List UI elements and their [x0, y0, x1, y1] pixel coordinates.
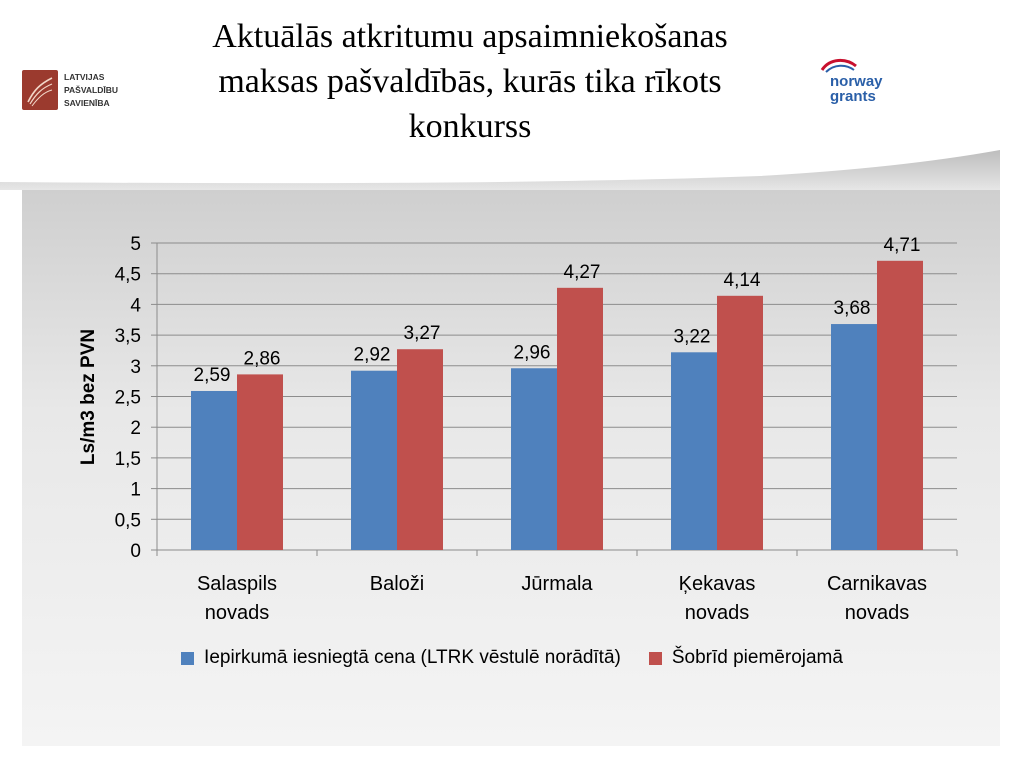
data-label: 2,86 — [244, 348, 281, 369]
norway-grants-line-1: norway — [830, 73, 883, 90]
y-tick-label: 0 — [130, 541, 141, 562]
chart-legend: Iepirkumā iesniegtā cena (LTRK vēstulē n… — [0, 640, 1024, 676]
x-tick-label: Carnikavas — [827, 573, 927, 595]
data-label: 4,71 — [884, 235, 921, 256]
x-tick-label: novads — [685, 602, 750, 624]
bar-series-1 — [831, 324, 877, 550]
lps-logo-line-1: LATVIJAS — [64, 72, 105, 82]
bar-series-1 — [191, 390, 237, 550]
bar-series-2 — [397, 349, 443, 550]
x-tick-label: Ķekavas — [679, 573, 756, 595]
y-tick-label: 4,5 — [115, 265, 141, 286]
title-line-3: konkurss — [408, 108, 532, 145]
data-label: 2,92 — [354, 345, 391, 366]
bar-series-1 — [511, 368, 557, 550]
data-label: 3,22 — [674, 326, 711, 347]
title-line-2: maksas pašvaldībās, kurās tika rīkots — [218, 63, 722, 100]
slide-header: LATVIJAS PAŠVALDĪBU SAVIENĪBA Aktuālās a… — [0, 0, 1024, 190]
norway-grants-line-2: grants — [830, 88, 876, 105]
y-tick-label: 4 — [130, 295, 141, 316]
y-tick-label: 3 — [130, 357, 141, 378]
latvijas-pasvaldibu-savieniba-logo: LATVIJAS PAŠVALDĪBU SAVIENĪBA — [22, 70, 132, 112]
data-label: 3,27 — [404, 323, 441, 344]
lps-logo-line-2: PAŠVALDĪBU — [64, 85, 118, 95]
y-tick-label: 1,5 — [115, 449, 141, 470]
y-tick-label: 3,5 — [115, 326, 141, 347]
x-tick-label: Baloži — [370, 573, 424, 595]
data-label: 4,14 — [724, 270, 761, 291]
x-tick-label: novads — [205, 602, 270, 624]
data-label: 2,59 — [194, 365, 231, 386]
y-axis-label: Ls/m3 bez PVN — [78, 329, 99, 465]
slide-title: Aktuālās atkritumu apsaimniekošanas maks… — [150, 14, 790, 149]
norway-grants-swoosh-icon — [820, 59, 857, 73]
lps-logo-line-3: SAVIENĪBA — [64, 98, 110, 108]
data-label: 3,68 — [834, 298, 871, 319]
legend-swatch-series-1 — [181, 651, 195, 665]
legend-label-series-1: Iepirkumā iesniegtā cena (LTRK vēstulē n… — [204, 647, 621, 668]
x-tick-label: novads — [845, 602, 910, 624]
bar-series-2 — [557, 287, 603, 550]
bar-series-2 — [237, 374, 283, 550]
bar-series-2 — [717, 295, 763, 550]
y-tick-label: 5 — [130, 234, 141, 255]
y-tick-label: 0,5 — [115, 510, 141, 531]
legend-item-series-1: Iepirkumā iesniegtā cena (LTRK vēstulē n… — [181, 647, 621, 669]
bar-series-2 — [877, 260, 923, 550]
x-tick-label: Salaspils — [197, 573, 277, 595]
legend-swatch-series-2 — [648, 651, 662, 665]
data-label: 2,96 — [514, 342, 551, 363]
legend-label-series-2: Šobrīd piemērojamā — [671, 647, 843, 668]
legend-item-series-2: Šobrīd piemērojamā — [648, 647, 843, 669]
data-label: 4,27 — [564, 262, 601, 283]
lps-emblem-icon — [22, 70, 58, 110]
y-tick-label: 2 — [130, 418, 141, 439]
header-bottom-curve — [0, 150, 1000, 190]
x-tick-label: Jūrmala — [521, 573, 593, 595]
bar-series-1 — [351, 370, 397, 550]
title-line-1: Aktuālās atkritumu apsaimniekošanas — [212, 18, 728, 55]
norway-grants-logo: norway grants — [818, 56, 908, 116]
bar-series-1 — [671, 352, 717, 550]
y-tick-label: 2,5 — [115, 388, 141, 409]
y-tick-label: 1 — [130, 480, 141, 501]
